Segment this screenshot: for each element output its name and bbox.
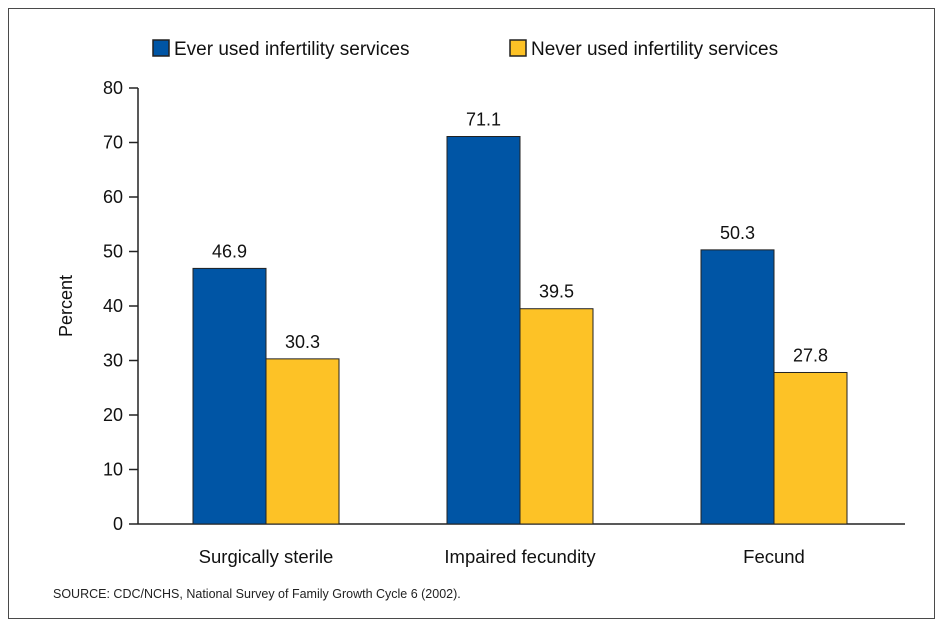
legend-label: Ever used infertility services xyxy=(174,39,409,60)
legend-swatch xyxy=(152,39,170,57)
x-tick-label: Fecund xyxy=(743,546,805,567)
y-tick-label: 40 xyxy=(103,296,123,316)
source-note: SOURCE: CDC/NCHS, National Survey of Fam… xyxy=(53,587,461,601)
legend-label: Never used infertility services xyxy=(531,39,778,60)
data-label: 30.3 xyxy=(285,332,320,352)
bar xyxy=(192,267,267,525)
y-tick-label: 70 xyxy=(103,133,123,153)
data-label: 39.5 xyxy=(539,282,574,302)
data-label: 27.8 xyxy=(793,345,828,365)
y-tick-label: 50 xyxy=(103,242,123,262)
bar xyxy=(519,308,594,525)
bar xyxy=(773,371,848,525)
data-label: 46.9 xyxy=(212,241,247,261)
bar xyxy=(446,136,521,525)
y-tick-label: 0 xyxy=(113,514,123,534)
legend-swatch xyxy=(509,39,527,57)
x-tick-label: Impaired fecundity xyxy=(444,546,596,567)
chart-frame: 0 10 20 30 40 50 60 70 80 Percent 46.9 30.3 Surgical… xyxy=(8,8,935,619)
y-tick-label: 30 xyxy=(103,351,123,371)
bar-chart: 0 10 20 30 40 50 60 70 80 Percent 46.9 30.3 Surgical… xyxy=(56,39,905,567)
y-tick-label: 10 xyxy=(103,460,123,480)
data-label: 71.1 xyxy=(466,110,501,130)
data-label: 50.3 xyxy=(720,223,755,243)
x-tick-label: Surgically sterile xyxy=(199,546,334,567)
y-tick-label: 80 xyxy=(103,78,123,98)
y-axis-label: Percent xyxy=(56,275,76,337)
bar xyxy=(265,358,340,525)
y-tick-label: 60 xyxy=(103,187,123,207)
y-tick-label: 20 xyxy=(103,405,123,425)
bar xyxy=(700,249,775,525)
